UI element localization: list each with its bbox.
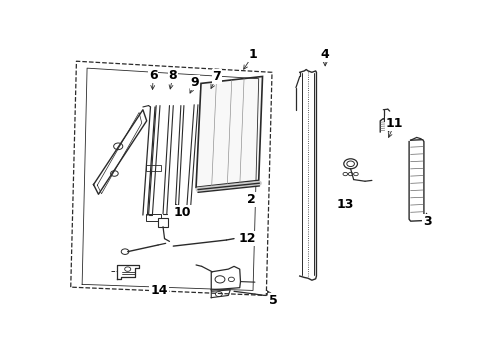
- Text: 9: 9: [191, 76, 199, 89]
- Text: 11: 11: [386, 117, 403, 130]
- Text: 12: 12: [239, 232, 256, 245]
- Text: 6: 6: [149, 69, 157, 82]
- Polygon shape: [196, 76, 263, 187]
- Text: 1: 1: [248, 48, 257, 61]
- Circle shape: [344, 159, 358, 169]
- FancyBboxPatch shape: [146, 165, 161, 171]
- Text: 13: 13: [337, 198, 354, 211]
- Text: 7: 7: [213, 70, 221, 83]
- Text: 8: 8: [169, 69, 177, 82]
- Text: 5: 5: [269, 294, 277, 307]
- Text: 10: 10: [173, 206, 191, 219]
- Text: 14: 14: [150, 284, 168, 297]
- FancyBboxPatch shape: [146, 214, 161, 221]
- Circle shape: [354, 172, 358, 176]
- Circle shape: [348, 172, 353, 176]
- FancyBboxPatch shape: [158, 219, 168, 227]
- Text: 4: 4: [321, 48, 330, 61]
- Text: 3: 3: [423, 215, 432, 228]
- Circle shape: [343, 172, 347, 176]
- Text: 2: 2: [247, 193, 255, 206]
